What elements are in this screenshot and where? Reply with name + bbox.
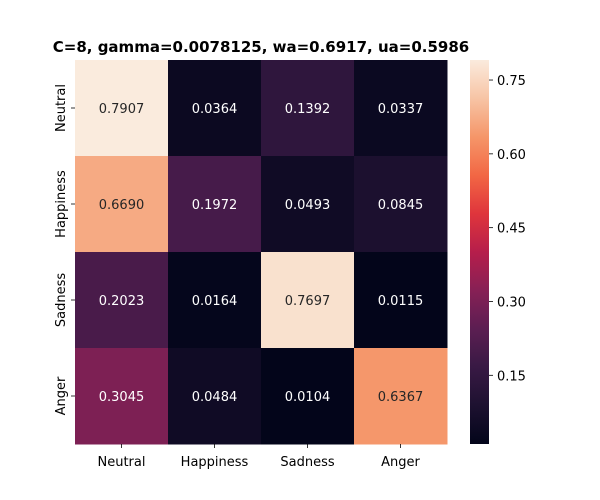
cell-value-label: 0.7907: [99, 102, 145, 117]
colorbar-tick-label: 0.60: [497, 148, 526, 163]
cell-value-label: 0.1972: [192, 198, 238, 213]
heatmap-cell: [168, 348, 262, 445]
heatmap-cell: [354, 252, 448, 349]
heatmap-cell: [354, 60, 448, 157]
cell-value-label: 0.0493: [285, 198, 331, 213]
heatmap-cell: [261, 252, 355, 349]
cell-value-label: 0.0115: [378, 294, 424, 309]
cell-value-label: 0.0337: [378, 102, 424, 117]
heatmap-cell: [168, 156, 262, 253]
heatmap-cell: [261, 156, 355, 253]
cell-value-label: 0.0845: [378, 198, 424, 213]
cell-value-label: 0.6367: [378, 390, 424, 405]
colorbar-tick-label: 0.30: [497, 295, 526, 310]
y-tick-label: Anger: [54, 376, 69, 415]
heatmap-cell: [168, 252, 262, 349]
colorbar: [470, 60, 489, 444]
cell-value-label: 0.0364: [192, 102, 238, 117]
cell-value-label: 0.1392: [285, 102, 331, 117]
heatmap-cell: [75, 348, 169, 445]
cell-value-label: 0.6690: [99, 198, 145, 213]
heatmap-cell: [168, 60, 262, 157]
y-tick-label: Sadness: [54, 273, 69, 327]
colorbar-tick-label: 0.75: [497, 74, 526, 89]
colorbar-ticks: 0.15 0.30 0.45 0.60 0.75: [489, 74, 526, 384]
y-tick-label: Neutral: [54, 84, 69, 132]
colorbar-tick-label: 0.45: [497, 222, 526, 237]
x-tick-label: Neutral: [98, 455, 146, 470]
x-axis-ticks: Neutral Happiness Sadness Anger: [98, 444, 421, 470]
cell-value-label: 0.0164: [192, 294, 238, 309]
cell-value-label: 0.7697: [285, 294, 331, 309]
x-tick-label: Happiness: [181, 455, 249, 470]
heatmap-cell: [354, 348, 448, 445]
y-axis-ticks: Neutral Happiness Sadness Anger: [54, 84, 75, 415]
heatmap-cells: 0.7907 0.0364 0.1392 0.0337 0.6690 0.1972 0.04…: [75, 60, 448, 445]
cell-value-label: 0.2023: [99, 294, 145, 309]
heatmap-cell: [75, 252, 169, 349]
x-tick-label: Sadness: [280, 455, 334, 470]
cell-value-label: 0.3045: [99, 390, 145, 405]
chart-title: C=8, gamma=0.0078125, wa=0.6917, ua=0.59…: [53, 38, 469, 56]
heatmap-cell: [261, 60, 355, 157]
y-tick-label: Happiness: [54, 170, 69, 238]
cell-value-label: 0.0484: [192, 390, 238, 405]
heatmap-cell: [354, 156, 448, 253]
x-tick-label: Anger: [381, 455, 420, 470]
heatmap-cell: [75, 156, 169, 253]
heatmap-cell: [75, 60, 169, 157]
colorbar-tick-label: 0.15: [497, 369, 526, 384]
cell-value-label: 0.0104: [285, 390, 331, 405]
heatmap-cell: [261, 348, 355, 445]
